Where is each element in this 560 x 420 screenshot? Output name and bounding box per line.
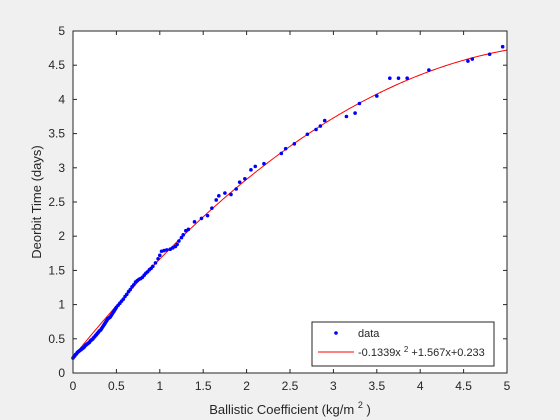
data-point bbox=[322, 118, 327, 123]
y-tick-label: 4.5 bbox=[48, 58, 65, 72]
data-point bbox=[318, 124, 323, 128]
x-tick-label: 3.5 bbox=[368, 379, 385, 393]
x-tick-label: 0.5 bbox=[108, 379, 125, 393]
y-tick-label: 0.5 bbox=[48, 332, 65, 346]
x-axis-label-suffix: ) bbox=[366, 402, 370, 417]
data-point bbox=[125, 292, 129, 297]
legend-data-marker bbox=[334, 331, 338, 335]
y-tick-label: 3 bbox=[58, 161, 65, 175]
y-tick-label: 1.5 bbox=[48, 263, 65, 277]
y-tick-label: 1 bbox=[58, 298, 65, 312]
x-tick-label: 3 bbox=[330, 379, 337, 393]
data-point bbox=[487, 52, 492, 57]
y-tick-label: 5 bbox=[58, 24, 65, 38]
legend-fit-label-part-2: +1.567x+0.233 bbox=[411, 347, 484, 359]
x-tick-label: 1 bbox=[156, 379, 163, 393]
y-tick-label: 2.5 bbox=[48, 195, 65, 209]
data-point bbox=[192, 220, 197, 224]
y-tick-label: 3.5 bbox=[48, 127, 65, 141]
legend-data-label: data bbox=[358, 328, 380, 340]
data-point bbox=[466, 59, 470, 63]
data-point bbox=[151, 264, 155, 269]
y-axis-label: Deorbit Time (days) bbox=[29, 145, 44, 258]
data-point bbox=[357, 101, 362, 106]
data-point bbox=[237, 180, 242, 184]
data-point bbox=[131, 282, 136, 287]
legend: data -0.1339x 2 +1.567x+0.233 bbox=[311, 321, 495, 367]
y-tick-label: 0 bbox=[58, 366, 65, 380]
data-point bbox=[199, 216, 204, 221]
data-point bbox=[223, 191, 227, 195]
data-point bbox=[262, 161, 266, 166]
data-point bbox=[158, 253, 162, 258]
x-tick-label: 5 bbox=[504, 379, 511, 393]
x-axis-ticks: 0 0.5 1 1.5 2 2.5 3 3.5 4 4.5 5 bbox=[70, 31, 511, 393]
data-point bbox=[175, 242, 179, 247]
x-tick-label: 1.5 bbox=[195, 379, 212, 393]
data-point bbox=[214, 198, 219, 202]
data-points-layer bbox=[71, 44, 505, 360]
data-point bbox=[396, 76, 401, 80]
x-axis-label-text: Ballistic Coefficient (kg/m bbox=[209, 402, 354, 417]
y-tick-label: 4 bbox=[58, 92, 65, 106]
data-point bbox=[253, 164, 258, 169]
x-tick-label: 0 bbox=[70, 379, 77, 393]
x-axis-label-superscript: 2 bbox=[358, 400, 363, 410]
data-point bbox=[243, 176, 247, 181]
x-tick-label: 4.5 bbox=[455, 379, 472, 393]
data-point bbox=[156, 256, 160, 261]
data-point bbox=[249, 168, 253, 172]
legend-fit-label-part-1: -0.1339x bbox=[358, 347, 401, 359]
data-point bbox=[128, 287, 133, 292]
data-point bbox=[405, 76, 409, 80]
legend-box bbox=[311, 321, 495, 367]
x-tick-label: 2.5 bbox=[282, 379, 299, 393]
plot-area bbox=[73, 31, 507, 373]
data-point bbox=[121, 297, 126, 301]
data-point bbox=[305, 132, 310, 137]
data-point bbox=[181, 233, 186, 237]
data-point bbox=[388, 76, 392, 80]
data-point bbox=[210, 206, 214, 210]
data-point bbox=[314, 127, 318, 132]
data-point bbox=[427, 68, 431, 72]
data-point bbox=[164, 248, 169, 252]
y-axis-ticks: 0 0.5 1 1.5 2 2.5 3 3.5 4 4.5 5 bbox=[48, 24, 507, 380]
legend-fit-label: -0.1339x 2 +1.567x+0.233 bbox=[358, 343, 485, 359]
data-point bbox=[470, 57, 475, 61]
data-point bbox=[279, 151, 284, 156]
data-point bbox=[186, 227, 191, 232]
data-point bbox=[292, 142, 297, 146]
legend-fit-label-superscript: 2 bbox=[404, 345, 409, 354]
data-point bbox=[344, 114, 349, 119]
data-point bbox=[177, 239, 181, 243]
data-point bbox=[353, 111, 357, 115]
data-point bbox=[229, 192, 233, 197]
data-point bbox=[179, 235, 184, 240]
y-tick-label: 2 bbox=[58, 229, 65, 243]
x-tick-label: 2 bbox=[243, 379, 250, 393]
x-tick-label: 4 bbox=[417, 379, 424, 393]
data-point bbox=[375, 94, 379, 98]
data-point bbox=[283, 146, 288, 151]
data-point bbox=[205, 213, 210, 218]
data-point bbox=[153, 261, 158, 265]
data-point bbox=[234, 187, 238, 191]
data-point bbox=[217, 194, 221, 198]
x-axis-label: Ballistic Coefficient (kg/m 2 ) bbox=[209, 396, 371, 417]
data-point bbox=[500, 44, 505, 49]
